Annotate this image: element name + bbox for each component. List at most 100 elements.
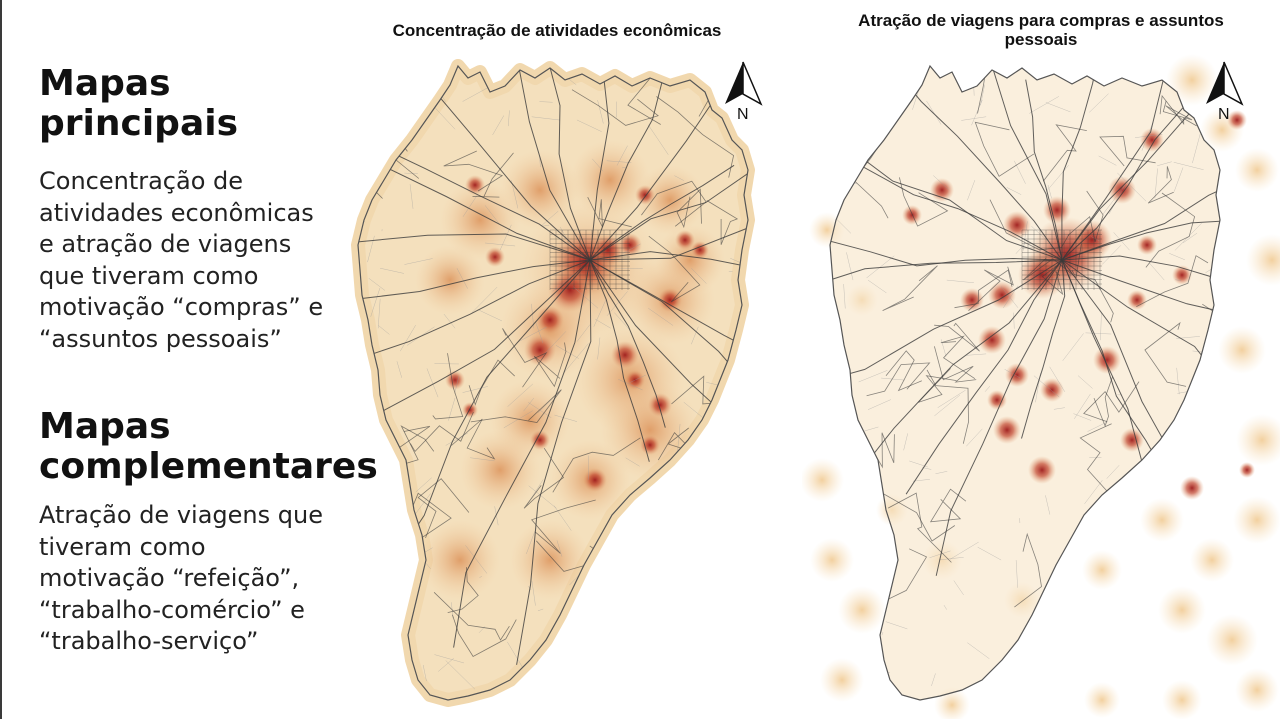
- road: [443, 150, 504, 192]
- heat-haze: [440, 180, 520, 260]
- major-road: [1061, 255, 1220, 298]
- major-road: [589, 259, 748, 413]
- north-label: N: [737, 106, 749, 123]
- city-boundary: [357, 64, 749, 701]
- road: [934, 346, 977, 383]
- minor-road: [885, 621, 908, 630]
- road: [954, 269, 1013, 309]
- minor-road: [647, 124, 669, 155]
- major-road: [1061, 259, 1220, 522]
- minor-road: [528, 485, 557, 509]
- heat-hotspot: [902, 205, 922, 225]
- minor-road: [929, 550, 951, 559]
- minor-road: [736, 548, 748, 566]
- minor-road: [961, 116, 987, 121]
- minor-road: [949, 541, 979, 560]
- major-road: [589, 110, 748, 261]
- minor-road: [622, 243, 641, 254]
- minor-road: [1014, 160, 1026, 184]
- heat-haze: [1140, 498, 1184, 542]
- minor-road: [400, 66, 426, 94]
- heat-hotspot: [987, 390, 1007, 410]
- minor-road: [1171, 655, 1195, 674]
- minor-road: [543, 331, 567, 356]
- minor-road: [443, 313, 456, 329]
- map-panel-economic-activities: Concentração de atividades econômicas: [350, 0, 780, 719]
- paragraph-line: atividades econômicas: [39, 198, 314, 227]
- minor-road: [526, 528, 537, 554]
- minor-road: [572, 683, 581, 700]
- road: [934, 322, 980, 352]
- minor-road: [438, 658, 454, 672]
- minor-road: [531, 116, 561, 121]
- minor-road: [454, 376, 460, 394]
- road: [1147, 166, 1174, 204]
- paragraph-line: motivação “refeição”,: [39, 564, 300, 593]
- minor-road: [477, 309, 503, 322]
- heat-haze: [1158, 586, 1206, 634]
- road: [887, 492, 952, 563]
- minor-road: [409, 184, 414, 209]
- major-road: [830, 259, 1063, 430]
- minor-road: [935, 471, 948, 475]
- minor-road: [1059, 580, 1075, 589]
- heat-hotspot: [1180, 476, 1204, 500]
- minor-road: [1176, 367, 1180, 395]
- minor-road: [1108, 185, 1126, 215]
- road: [656, 96, 735, 178]
- minor-road: [881, 377, 905, 381]
- minor-road: [1106, 465, 1120, 479]
- major-road: [589, 259, 748, 514]
- heat-haze: [1233, 496, 1280, 544]
- paragraph-line: que tiveram como: [39, 261, 259, 290]
- road: [472, 152, 514, 198]
- minor-road: [531, 580, 536, 606]
- major-road: [830, 238, 1063, 267]
- road: [410, 411, 474, 453]
- minor-road: [864, 426, 879, 432]
- minor-road: [646, 499, 665, 514]
- minor-road: [931, 673, 936, 687]
- minor-road: [573, 286, 599, 309]
- minor-road: [370, 288, 381, 317]
- road: [918, 368, 957, 403]
- minor-road: [563, 343, 589, 374]
- road: [974, 121, 1035, 177]
- minor-road: [881, 632, 884, 636]
- paragraph-line: motivação “compras” e: [39, 293, 324, 322]
- minor-road: [1053, 407, 1065, 410]
- minor-road: [507, 641, 523, 668]
- road: [929, 488, 967, 523]
- minor-road: [404, 172, 418, 175]
- minor-road: [1177, 426, 1199, 450]
- road: [874, 432, 895, 469]
- minor-road: [1113, 232, 1130, 251]
- major-road: [516, 259, 592, 665]
- minor-road: [462, 194, 478, 217]
- paragraph-line: e atração de viagens: [39, 230, 292, 259]
- heat-haze: [1246, 234, 1280, 286]
- major-road: [358, 114, 591, 261]
- minor-road: [953, 580, 964, 596]
- minor-road: [846, 252, 854, 281]
- heat-hotspot: [658, 288, 682, 312]
- minor-road: [1074, 393, 1091, 419]
- heat-haze: [1084, 682, 1120, 718]
- minor-road: [411, 77, 428, 101]
- major-road: [1061, 138, 1220, 261]
- minor-road: [1006, 187, 1022, 195]
- heat-hotspot: [978, 326, 1006, 354]
- minor-road: [1062, 333, 1084, 361]
- road: [447, 567, 479, 613]
- minor-road: [1047, 184, 1052, 199]
- minor-road: [426, 368, 439, 398]
- heat-haze: [1235, 668, 1279, 712]
- heat-hotspot: [1040, 378, 1064, 402]
- minor-road: [1046, 165, 1069, 191]
- minor-road: [541, 210, 559, 227]
- minor-road: [606, 160, 632, 163]
- minor-road: [479, 576, 482, 578]
- heat-hotspot: [611, 341, 639, 369]
- minor-road: [867, 399, 891, 410]
- heat-hotspot: [1005, 363, 1029, 387]
